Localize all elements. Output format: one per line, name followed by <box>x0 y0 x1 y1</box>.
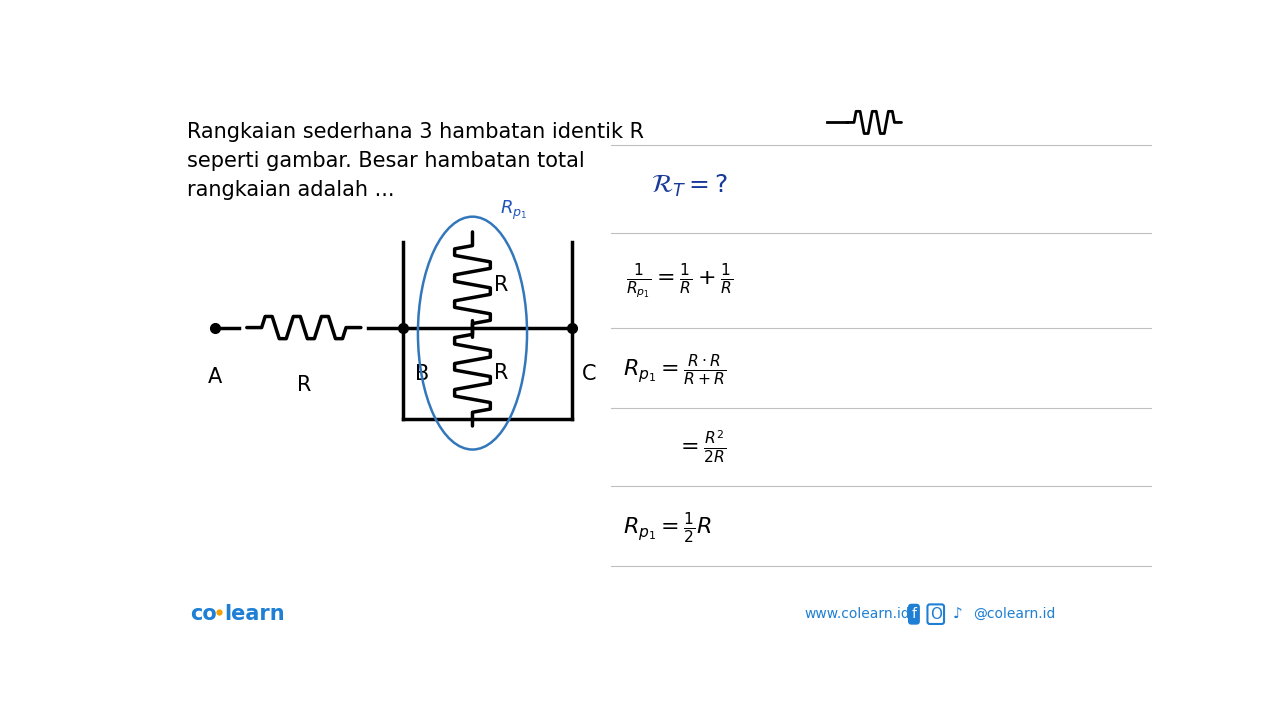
Text: @colearn.id: @colearn.id <box>973 607 1056 621</box>
Text: learn: learn <box>224 604 285 624</box>
Text: www.colearn.id: www.colearn.id <box>805 607 910 621</box>
Text: f: f <box>911 607 916 621</box>
Text: R: R <box>494 274 508 294</box>
Text: ♪: ♪ <box>952 607 963 621</box>
Text: R: R <box>494 364 508 383</box>
Text: $R_{p_1} = \frac{R \cdot R}{R + R}$: $R_{p_1} = \frac{R \cdot R}{R + R}$ <box>623 351 727 387</box>
Text: R: R <box>297 374 311 395</box>
Text: $= \frac{R^2}{2R}$: $= \frac{R^2}{2R}$ <box>676 428 726 465</box>
Text: A: A <box>207 367 221 387</box>
Text: $\frac{1}{R_{p_1}} = \frac{1}{R} + \frac{1}{R}$: $\frac{1}{R_{p_1}} = \frac{1}{R} + \frac… <box>626 262 733 301</box>
Text: co: co <box>189 604 216 624</box>
Text: C: C <box>581 364 596 384</box>
Text: O: O <box>929 607 942 621</box>
Text: $\mathcal{R}_T = ?$: $\mathcal{R}_T = ?$ <box>652 173 728 199</box>
Text: Rangkaian sederhana 3 hambatan identik R
seperti gambar. Besar hambatan total
ra: Rangkaian sederhana 3 hambatan identik R… <box>187 122 644 200</box>
Text: B: B <box>415 364 429 384</box>
Text: $R_{p_1}$: $R_{p_1}$ <box>500 199 527 222</box>
Text: $R_{p_1} = \frac{1}{2}R$: $R_{p_1} = \frac{1}{2}R$ <box>623 510 712 544</box>
